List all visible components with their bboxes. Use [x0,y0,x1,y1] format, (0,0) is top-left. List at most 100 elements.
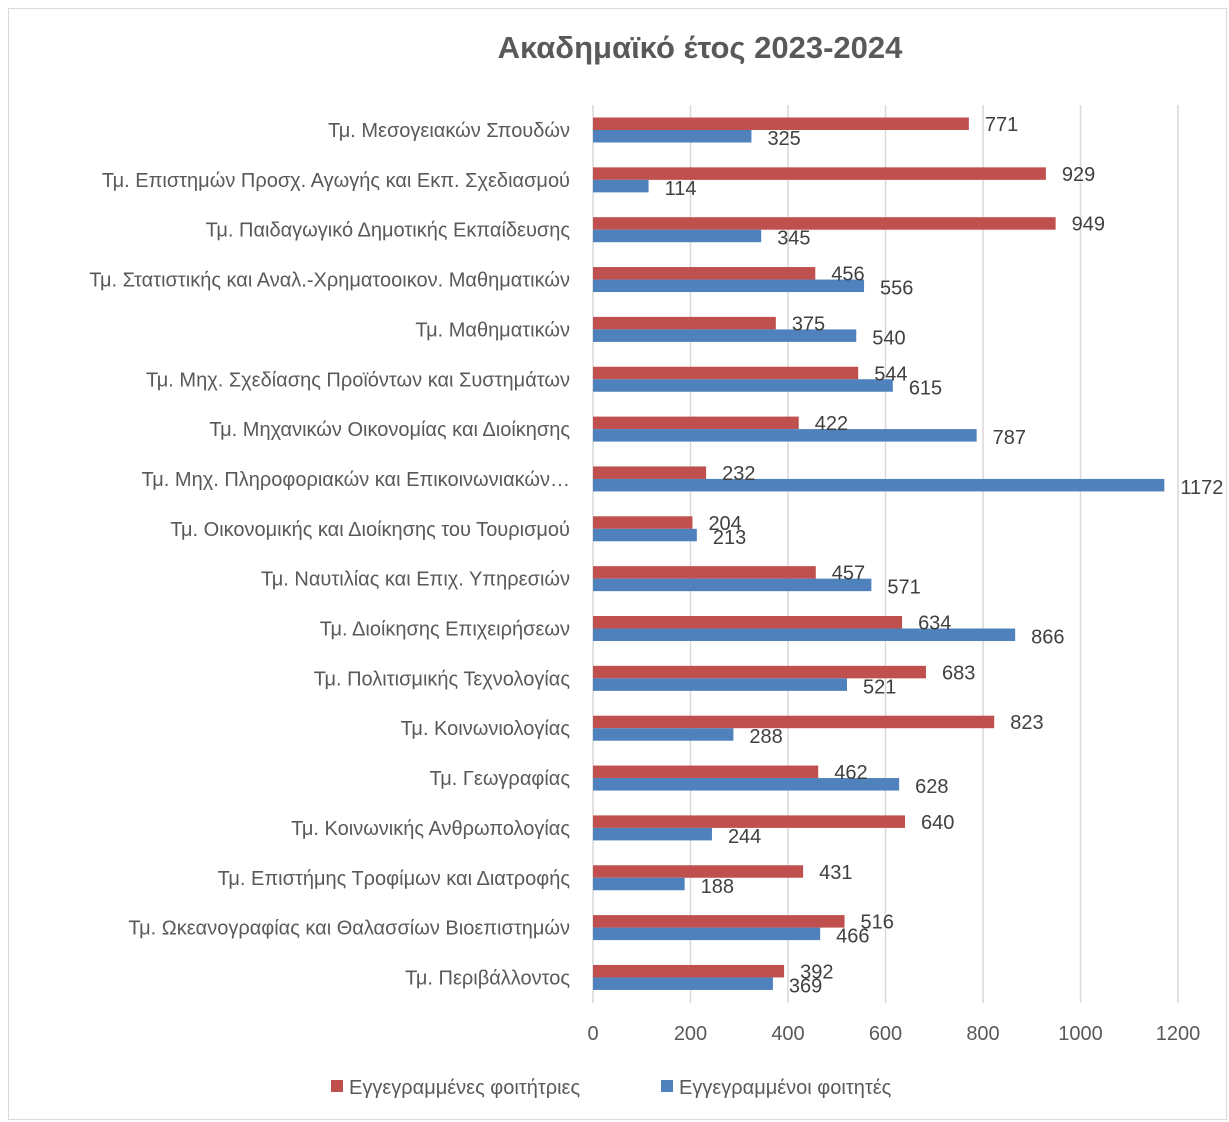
data-label: 516 [861,912,894,934]
category-label: Τμ. Επιστήμης Τροφίμων και Διατροφής [218,868,571,890]
legend-swatch [331,1080,343,1092]
bar-female [593,366,859,380]
x-tick-label: 200 [674,1023,707,1045]
category-label: Τμ. Γεωγραφίας [430,768,571,790]
data-label: 114 [665,178,697,200]
data-label: 375 [792,313,825,335]
bars [593,117,1165,990]
data-label: 571 [887,577,920,599]
bar-male [593,977,773,990]
bar-female [593,616,903,629]
bar-female [593,815,905,828]
chart-title: Ακαδημαϊκό έτος 2023-2024 [497,30,903,65]
data-label: 866 [1031,627,1064,649]
data-label: 521 [863,676,896,698]
data-label: 615 [909,377,942,399]
data-label: 204 [708,513,741,535]
bar-male [593,130,752,143]
category-label: Τμ. Πολιτισμικής Τεχνολογίας [314,668,571,690]
category-label: Τμ. Στατιστικής και Αναλ.-Χρηματοοικον. … [89,270,570,292]
bar-male [593,229,762,243]
legend-swatch [661,1080,673,1092]
data-label: 325 [767,128,800,150]
category-label: Τμ. Ναυτιλίας και Επιχ. Υπηρεσιών [261,569,570,591]
bar-male [593,628,1016,641]
bar-male [593,927,821,941]
data-label: 466 [836,926,869,948]
data-label: 213 [713,527,746,549]
category-label: Τμ. Μηχ. Σχεδίασης Προϊόντων και Συστημά… [146,369,570,391]
data-label: 683 [942,662,975,684]
x-tick-label: 1200 [1156,1023,1201,1045]
x-tick-label: 0 [587,1023,598,1045]
category-label: Τμ. Μεσογειακών Σπουδών [328,120,570,142]
data-label: 457 [832,563,865,585]
bar-male [593,827,712,841]
bar-male [593,478,1165,492]
bar-female [593,516,693,529]
data-label: 556 [880,278,913,300]
x-tick-label: 800 [966,1023,999,1045]
data-label: 634 [918,613,951,635]
data-label: 345 [777,228,810,250]
data-label: 787 [993,427,1026,449]
data-label: 188 [701,876,734,898]
data-label: 462 [834,762,867,784]
data-label: 422 [815,413,848,435]
bar-female [593,466,707,479]
bar-female [593,865,804,878]
category-label: Τμ. Κοινωνιολογίας [401,718,571,740]
bar-female [593,765,819,779]
data-label: 640 [921,812,954,834]
data-label: 628 [915,776,948,798]
data-label: 949 [1072,214,1105,236]
bar-female [593,167,1046,180]
bar-male [593,778,900,791]
category-label: Τμ. Οικονομικής και Διοίκησης του Τουρισ… [170,519,570,541]
bar-male [593,528,697,542]
data-label: 244 [728,826,761,848]
category-label: Τμ. Κοινωνικής Ανθρωπολογίας [291,818,570,840]
bar-male [593,578,872,592]
data-label: 823 [1010,712,1043,734]
bar-female [593,117,969,130]
category-labels: Τμ. Μεσογειακών Σπουδών Τμ. Επιστημών Προ… [89,120,570,989]
bar-female [593,665,926,679]
bar-female [593,715,995,729]
legend-label: Εγγεγραμμένες φοιτήτριες [349,1077,580,1099]
data-label: 369 [789,975,822,997]
bar-male [593,379,893,392]
x-tick-label: 1000 [1058,1023,1103,1045]
category-label: Τμ. Ωκεανογραφίας και Θαλασσίων Βιοεπιστ… [128,918,570,940]
bar-male [593,877,685,891]
bar-male [593,329,857,342]
legend: Εγγεγραμμένες φοιτήτριες Εγγεγραμμένοι φο… [331,1077,892,1099]
data-label: 392 [800,961,833,983]
x-axis-ticks: 0 200 400 600 800 1000 1200 [587,1023,1200,1045]
bar-female [593,964,785,978]
x-tick-label: 600 [869,1023,902,1045]
bar-male [593,179,649,193]
bar-male [593,279,865,293]
data-label: 456 [831,264,864,286]
bar-male [593,429,977,442]
data-label: 431 [819,862,852,884]
data-label: 540 [872,327,905,349]
data-label: 1172 [1180,477,1223,499]
bar-female [593,267,816,280]
x-tick-label: 400 [771,1023,804,1045]
category-label: Τμ. Διοίκησης Επιχειρήσεων [320,619,570,641]
category-label: Τμ. Επιστημών Προσχ. Αγωγής και Εκπ. Σχε… [102,170,570,192]
bar-female [593,416,799,430]
bar-male [593,678,847,691]
bar-female [593,566,816,579]
bar-female [593,915,845,928]
gridlines [592,105,1179,1003]
data-label: 929 [1062,164,1095,186]
category-label: Τμ. Μηχ. Πληροφοριακών και Επικοινωνιακώ… [142,469,570,491]
bar-female [593,316,776,330]
category-label: Τμ. Παιδαγωγικό Δημοτικής Εκπαίδευσης [206,220,571,242]
category-label: Τμ. Περιβάλλοντος [405,967,570,989]
